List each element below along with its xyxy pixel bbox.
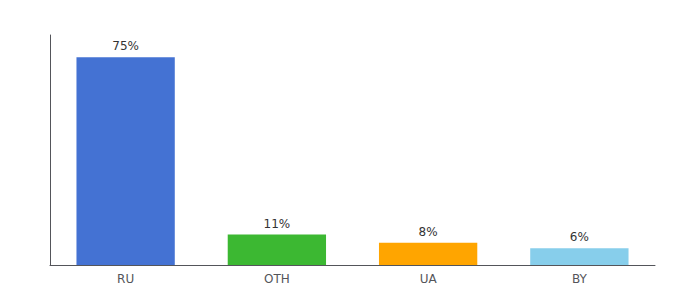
svg-text:11%: 11% [264,217,291,231]
svg-text:75%: 75% [112,39,139,53]
svg-text:UA: UA [420,272,438,286]
svg-text:BY: BY [572,272,588,286]
svg-text:8%: 8% [419,225,438,239]
svg-text:OTH: OTH [264,272,290,286]
svg-text:RU: RU [117,272,134,286]
svg-text:6%: 6% [570,230,589,244]
